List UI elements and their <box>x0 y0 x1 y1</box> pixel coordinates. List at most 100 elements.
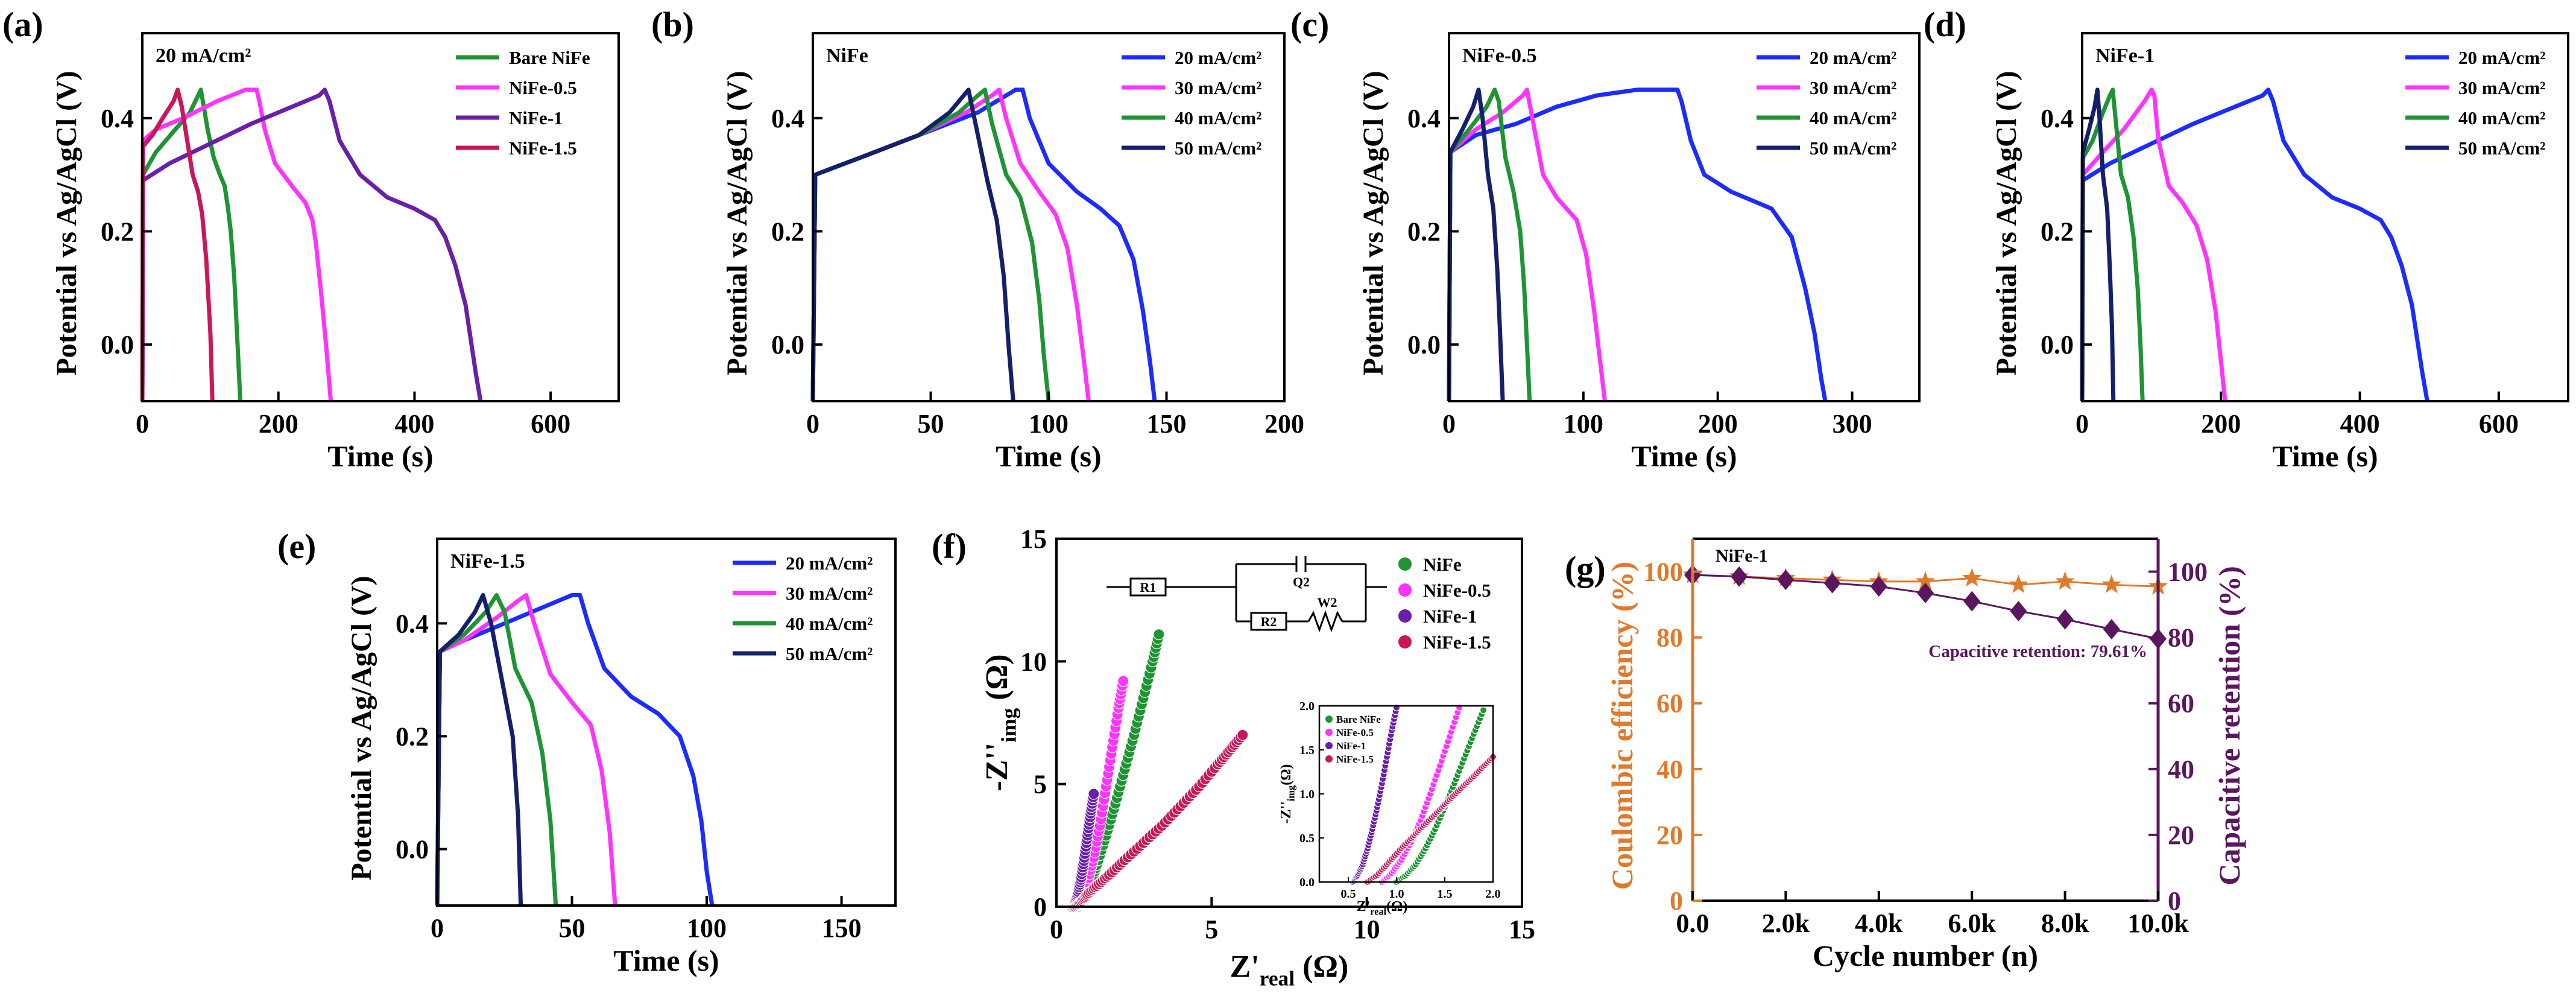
legend-label: NiFe-0.5 <box>1423 580 1491 601</box>
inset-x-axis-label-unit: (Ω) <box>1386 899 1407 915</box>
diamond-marker <box>1963 591 1981 612</box>
x-axis-label: Z'real (Ω) <box>1230 950 1349 991</box>
warburg-element <box>1307 610 1343 633</box>
inset-x-tick-label: 0.5 <box>1341 887 1356 901</box>
y-tick-label: 0.0 <box>1407 330 1441 360</box>
diamond-marker <box>1917 583 1934 603</box>
plot-frame <box>1055 538 1523 908</box>
y-tick-label: 0.4 <box>101 104 134 133</box>
y-axis-label-main: -Z'' <box>980 743 1014 792</box>
nyquist-marker <box>1153 628 1165 641</box>
y-tick-label: 0.2 <box>771 217 804 246</box>
plot-frame <box>141 32 620 402</box>
legend-label: NiFe-1 <box>1423 606 1477 627</box>
plot-frame <box>2081 32 2569 402</box>
y-tick-label: 0.4 <box>2041 104 2074 133</box>
x-tick-label: 100 <box>687 913 727 943</box>
y-left-tick-label: 100 <box>1643 557 1683 587</box>
circuit-label-q2: Q2 <box>1293 574 1310 589</box>
x-tick-label: 200 <box>1264 409 1304 439</box>
circuit-label-w2: W2 <box>1318 595 1337 610</box>
diamond-marker <box>2056 609 2074 630</box>
x-tick-label: 200 <box>2201 409 2241 439</box>
series-line-30-ma-cm- <box>435 593 617 906</box>
y-tick-label: 15 <box>1020 524 1047 554</box>
inset-y-axis-label-sub: img <box>1286 785 1297 801</box>
y-tick-label: 0.2 <box>101 217 134 246</box>
circuit-label-r2: R2 <box>1261 614 1277 629</box>
inset-y-tick-label: 0.0 <box>1299 876 1315 889</box>
inset-legend-marker <box>1325 715 1333 723</box>
y-axis-label: Potential vs Ag/AgCl (V) <box>346 576 377 880</box>
legend-label: NiFe-1.5 <box>509 138 577 159</box>
diamond-marker <box>1870 576 1887 597</box>
plot-frame <box>1448 32 1921 402</box>
nyquist-marker <box>1088 788 1100 800</box>
y-left-axis-label: Coulombic efficiency (%) <box>1605 562 1639 890</box>
series-line-30-ma-cm- <box>1447 87 1607 402</box>
y-right-tick-label: 80 <box>2168 623 2194 653</box>
y-left-tick-label: 60 <box>1656 689 1683 719</box>
panel-annotation: NiFe-1 <box>2095 45 2155 67</box>
panel-d: (d) 0 200 400 600 0.0 0.2 0.4 Time (s) Potential … <box>1924 5 2569 473</box>
x-tick-label: 400 <box>2340 409 2380 439</box>
y-right-axis-label: Capacitive retention (%) <box>2212 566 2246 886</box>
y-tick-label: 0.0 <box>2041 330 2074 360</box>
y-axis-label-sub: img <box>997 708 1021 742</box>
panel-label-c: (c) <box>1290 5 1329 44</box>
y-left-tick-label: 80 <box>1656 623 1683 653</box>
y-left-tick-label: 40 <box>1656 755 1683 784</box>
star-marker <box>1962 568 1982 587</box>
legend-marker <box>1398 635 1412 649</box>
x-axis-label: Cycle number (n) <box>1813 939 2038 972</box>
y-axis-label-unit: (Ω) <box>980 654 1014 708</box>
inset-x-axis-label-sub: real <box>1370 906 1386 918</box>
series-line-30-ma-cm- <box>2080 87 2227 402</box>
panel-label-d: (d) <box>1924 5 1966 44</box>
x-axis-label-unit: (Ω) <box>1295 950 1348 984</box>
inset-y-axis-label-unit: (Ω) <box>1278 764 1294 785</box>
x-axis-label: Time (s) <box>2272 439 2378 473</box>
series-line-20-ma-cm- <box>810 87 1157 402</box>
series-line-50-ma-cm- <box>435 593 523 906</box>
panel-annotation: 20 mA/cm² <box>156 45 251 67</box>
legend-label: 50 mA/cm² <box>2458 138 2545 159</box>
inset-legend-label: NiFe-1.5 <box>1336 753 1374 765</box>
inset-y-axis-label: -Z''img(Ω) <box>1278 764 1297 824</box>
inset-legend-marker <box>1325 755 1333 763</box>
y-axis-label: -Z''img (Ω) <box>980 654 1021 791</box>
legend-marker <box>1398 609 1412 623</box>
x-tick-label: 4.0k <box>1855 909 1903 938</box>
series-line-40-ma-cm- <box>1447 87 1532 402</box>
x-axis-label-sub: real <box>1260 966 1295 991</box>
x-tick-label: 150 <box>822 913 862 943</box>
legend-label: 50 mA/cm² <box>1175 138 1261 159</box>
x-tick-label: 300 <box>1833 409 1872 439</box>
y-right-tick-label: 100 <box>2168 557 2208 587</box>
series-line-30-ma-cm- <box>810 87 1091 402</box>
legend-label: NiFe-1.5 <box>1423 632 1491 653</box>
x-axis-label: Time (s) <box>996 439 1101 473</box>
x-tick-label: 600 <box>2479 409 2519 439</box>
y-axis-label: Potential vs Ag/AgCl (V) <box>1357 71 1389 375</box>
legend-label: NiFe-1 <box>509 107 563 128</box>
y-left-tick-label: 0 <box>1670 886 1683 916</box>
y-right-tick-label: 0 <box>2168 886 2181 916</box>
panel-annotation: NiFe-1.5 <box>450 550 525 573</box>
series-line-nife-1 <box>140 87 483 402</box>
panel-annotation: NiFe <box>826 45 868 67</box>
panel-b: (b) 0 50 100 150 200 0.0 0.2 0.4 Time (s) Potentia… <box>651 5 1304 473</box>
inset-legend-label: NiFe-1 <box>1336 740 1366 752</box>
panel-label-e: (e) <box>277 527 316 566</box>
x-tick-label: 15 <box>1509 915 1535 944</box>
x-axis-label: Time (s) <box>327 439 433 473</box>
series-line-20-ma-cm- <box>2080 87 2429 402</box>
inset-legend-label: Bare NiFe <box>1336 714 1381 725</box>
x-tick-label: 200 <box>259 409 298 439</box>
x-tick-label: 0 <box>2076 409 2089 439</box>
inset-x-tick-label: 2.0 <box>1486 887 1501 901</box>
y-tick-label: 0.2 <box>2041 217 2074 246</box>
x-tick-label: 0 <box>136 409 149 439</box>
